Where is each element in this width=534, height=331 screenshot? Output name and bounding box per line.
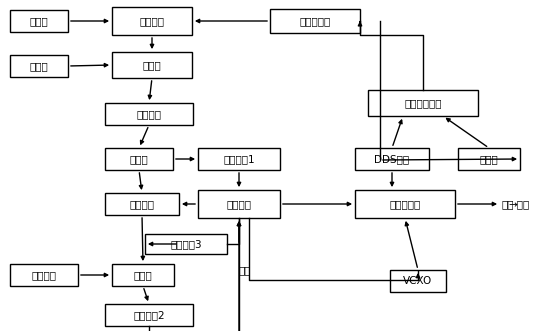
Bar [10, 10, 68, 32]
Text: 设置: 设置 [239, 265, 252, 275]
Bar [10, 55, 68, 77]
Bar [112, 7, 192, 35]
Text: 控制模块: 控制模块 [32, 270, 57, 280]
Text: 激光驱动: 激光驱动 [139, 16, 164, 26]
Text: 吸收泡: 吸收泡 [134, 270, 152, 280]
Bar [270, 9, 360, 33]
Text: VCXO: VCXO [403, 276, 433, 286]
Bar [390, 270, 446, 292]
Text: 自稳频: 自稳频 [29, 61, 49, 71]
Text: 隔离放大器: 隔离放大器 [389, 199, 421, 209]
Bar [355, 148, 429, 170]
Text: 元学器件: 元学器件 [137, 109, 161, 119]
Bar [105, 148, 173, 170]
Bar [105, 304, 193, 326]
Bar [105, 103, 193, 125]
Text: 伺服单元: 伺服单元 [226, 199, 252, 209]
Bar [368, 90, 478, 116]
Bar [112, 52, 192, 78]
Text: 微波产生模块: 微波产生模块 [404, 98, 442, 108]
Text: 激光器: 激光器 [143, 60, 161, 70]
Text: 光隔离器: 光隔离器 [130, 199, 154, 209]
Bar [112, 264, 174, 286]
Bar [10, 264, 78, 286]
Bar [198, 148, 280, 170]
Bar [355, 190, 455, 218]
Text: 恒流源: 恒流源 [29, 16, 49, 26]
Text: DDS电路: DDS电路 [374, 154, 410, 164]
Text: 倍频器: 倍频器 [480, 154, 498, 164]
Text: 输出: 输出 [502, 199, 514, 209]
Text: →输出: →输出 [508, 199, 529, 209]
Bar [458, 148, 520, 170]
Text: 功率放大器: 功率放大器 [300, 16, 331, 26]
Text: 光电检测2: 光电检测2 [133, 310, 165, 320]
Bar [198, 190, 280, 218]
Bar [105, 193, 179, 215]
Text: 光电检测3: 光电检测3 [170, 239, 202, 249]
Bar [145, 234, 227, 254]
Text: 分光片: 分光片 [130, 154, 148, 164]
Text: 光电检测1: 光电检测1 [223, 154, 255, 164]
